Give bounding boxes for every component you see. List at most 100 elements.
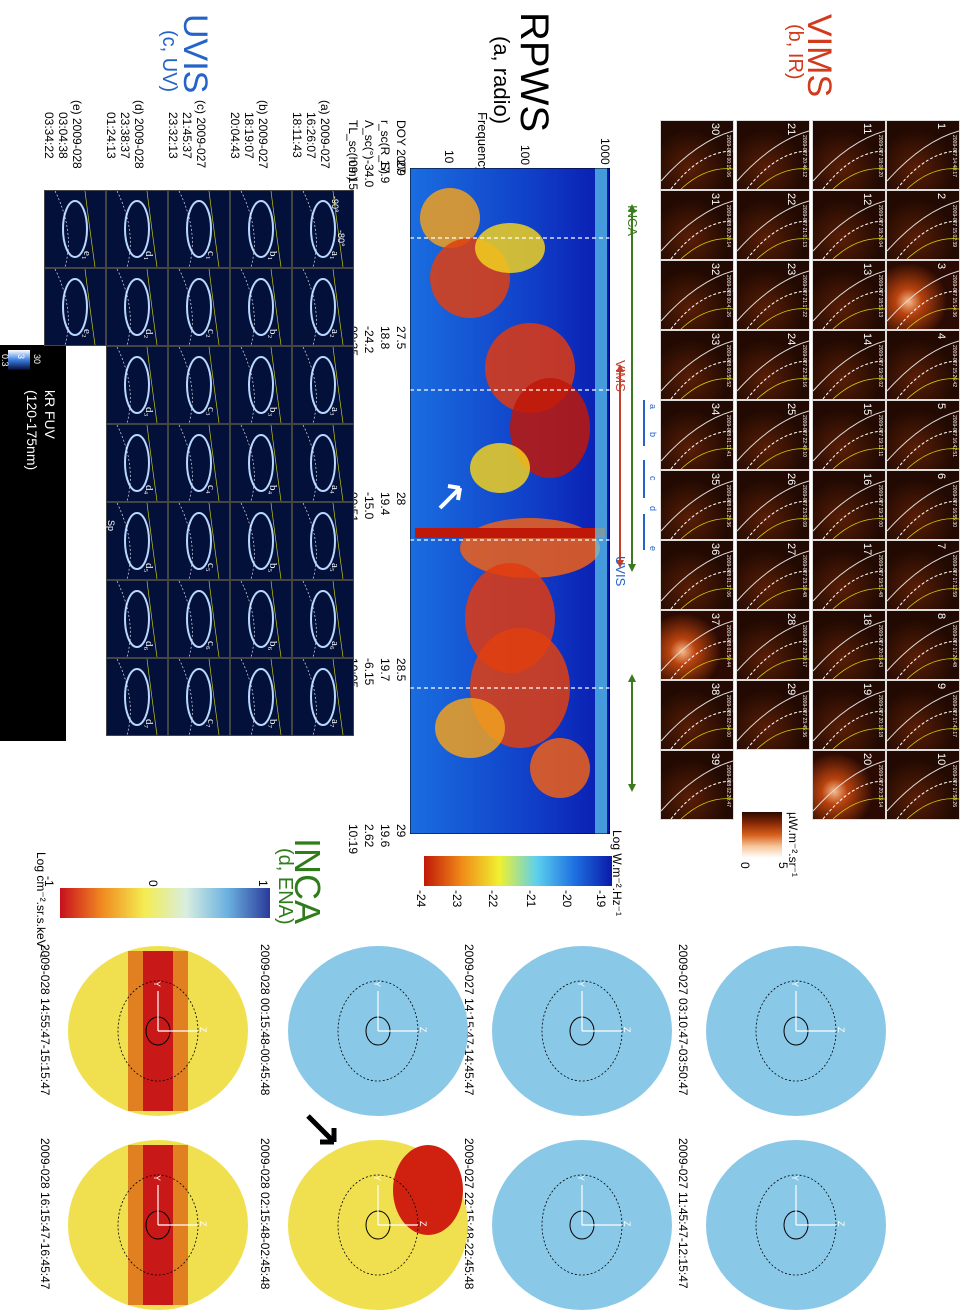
uvis-auroral-oval bbox=[186, 512, 212, 570]
vims-tile-yellow-line bbox=[906, 168, 959, 189]
vims-tile: 4 2009-027 15:26:42 bbox=[886, 330, 960, 400]
uvis-sequence-end: 23:32:13 bbox=[166, 112, 180, 159]
uvis-tile: c₅ bbox=[168, 502, 230, 580]
vims-tile: 7 2009-027 17:12:59 bbox=[886, 540, 960, 610]
vims-tile-yellow-line bbox=[906, 728, 959, 749]
vims-tile: 35 2009-028 01:29:36 bbox=[660, 470, 734, 540]
rpws-colorbar-tick: -20 bbox=[560, 890, 574, 908]
uvis-auroral-oval bbox=[248, 200, 274, 258]
vims-tile-yellow-line bbox=[832, 168, 885, 189]
uvis-yellow-line bbox=[270, 347, 282, 423]
uvis-auroral-oval bbox=[310, 434, 336, 492]
rpws-doy-tick: 27.5 bbox=[394, 326, 408, 350]
vims-tile-yellow-line bbox=[680, 798, 733, 819]
rpws-subtitle: (a, radio) bbox=[489, 36, 514, 125]
vims-tile: 9 2009-027 17:43:17 bbox=[886, 680, 960, 750]
vims-tile-latitude-line bbox=[661, 480, 733, 532]
rpws-colorbar-tick: -24 bbox=[414, 890, 428, 908]
vims-tile: 26 2009-027 23:03:09 bbox=[736, 470, 810, 540]
vims-tile-dashed-line bbox=[896, 290, 959, 329]
vims-colorbar-tick-0: 0 bbox=[738, 862, 752, 869]
rpws-r-value: 18.8 bbox=[378, 326, 392, 350]
uvis-dashed-line bbox=[116, 269, 131, 345]
uvis-tile: b₄ bbox=[230, 424, 292, 502]
vims-tile-dashed-line bbox=[822, 500, 885, 539]
vims-tile-latitude-line bbox=[887, 410, 959, 462]
vims-tile: 30 2009-028 00:15:06 bbox=[660, 120, 734, 190]
inca-axis-z: Z bbox=[836, 1221, 846, 1227]
uvis-cb-tick-03: 0.3 bbox=[0, 354, 10, 367]
uvis-dashed-line bbox=[178, 269, 193, 345]
uvis-tile: d₁ bbox=[106, 190, 168, 268]
vims-tile-dashed-line bbox=[896, 500, 959, 539]
uvis-auroral-oval bbox=[310, 200, 336, 258]
rpws-interval-vims: VIMS bbox=[613, 360, 628, 392]
rpws-burst-band bbox=[415, 528, 605, 538]
uvis-tile-label: a₂ bbox=[329, 329, 341, 338]
uvis-tile: c₁ bbox=[168, 190, 230, 268]
rpws-lat-value: 2.62 bbox=[362, 824, 376, 848]
uvis-cb-tick-3: 3 bbox=[16, 354, 26, 360]
uvis-sequence-start: 23:38:37 bbox=[118, 112, 132, 159]
uvis-yellow-line bbox=[146, 659, 158, 735]
uvis-lat-label-90: -90° bbox=[330, 196, 340, 213]
uvis-tile: c₆ bbox=[168, 580, 230, 658]
rpws-lt-value: 09:15 bbox=[346, 160, 360, 191]
uvis-auroral-oval bbox=[186, 356, 212, 414]
uvis-colorbar bbox=[8, 350, 30, 370]
uvis-dashed-line bbox=[116, 503, 131, 579]
uvis-tile-label: a₁ bbox=[329, 251, 341, 260]
uvis-tile-label: d₄ bbox=[143, 485, 155, 495]
uvis-tile: a₇ bbox=[292, 658, 354, 736]
rpws-lt-value: 10:19 bbox=[346, 824, 360, 855]
uvis-tile-label: b₂ bbox=[267, 329, 279, 339]
uvis-dashed-line bbox=[116, 659, 131, 735]
vims-tile-yellow-line bbox=[906, 448, 959, 469]
inca-arrow-icon bbox=[306, 1114, 337, 1145]
rpws-freq-tick-100: 100 bbox=[518, 145, 532, 166]
vims-tile-yellow-line bbox=[906, 658, 959, 679]
rpws-lat-value: -24.2 bbox=[362, 326, 376, 354]
vims-tile-dashed-line bbox=[670, 640, 733, 679]
uvis-auroral-oval bbox=[186, 668, 212, 726]
vims-tile-dashed-line bbox=[746, 220, 809, 259]
uvis-dashed-line bbox=[116, 425, 131, 501]
vims-tile-latitude-line bbox=[661, 200, 733, 252]
vims-tile-dashed-line bbox=[896, 570, 959, 609]
uvis-dashed-line bbox=[302, 425, 317, 501]
vims-tile-latitude-line bbox=[737, 480, 809, 532]
vims-tile-latitude-line bbox=[887, 550, 959, 602]
uvis-dashed-line bbox=[116, 581, 131, 657]
uvis-sequence-label: (d) 2009-028 bbox=[132, 100, 146, 169]
vims-tile-yellow-line bbox=[756, 658, 809, 679]
uvis-auroral-oval bbox=[248, 278, 274, 336]
vims-tile-dashed-line bbox=[746, 360, 809, 399]
vims-tile: 16 2009-027 19:37:00 bbox=[812, 470, 886, 540]
rpws-interval-a: a bbox=[648, 404, 658, 410]
vims-tile-yellow-line bbox=[680, 518, 733, 539]
inca-axis-z: Z bbox=[198, 1221, 208, 1227]
vims-tile-yellow-line bbox=[832, 238, 885, 259]
uvis-auroral-oval bbox=[124, 356, 150, 414]
rpws-emission-blob bbox=[420, 188, 480, 248]
uvis-dashed-line bbox=[302, 269, 317, 345]
uvis-auroral-oval bbox=[124, 590, 150, 648]
vims-tile: 23 2009-027 21:17:22 bbox=[736, 260, 810, 330]
uvis-yellow-line bbox=[208, 191, 220, 267]
vims-tile-dashed-line bbox=[670, 570, 733, 609]
vims-tile-latitude-line bbox=[887, 760, 959, 812]
vims-tile-yellow-line bbox=[680, 238, 733, 259]
uvis-sequence-label: (c) 2009-027 bbox=[194, 100, 208, 169]
uvis-dashed-line bbox=[54, 269, 69, 345]
inca-panel-time: 2009-028 16:15:47-16:45:47 bbox=[38, 1138, 52, 1290]
uvis-auroral-oval bbox=[62, 278, 88, 336]
uvis-auroral-oval bbox=[186, 278, 212, 336]
uvis-sequence-end: 20:04:43 bbox=[228, 112, 242, 159]
uvis-tile-label: c₃ bbox=[205, 407, 217, 416]
vims-tile-dashed-line bbox=[670, 150, 733, 189]
vims-tile-yellow-line bbox=[756, 238, 809, 259]
uvis-auroral-oval bbox=[124, 668, 150, 726]
uvis-yellow-line bbox=[332, 191, 344, 267]
vims-tile-yellow-line bbox=[680, 378, 733, 399]
